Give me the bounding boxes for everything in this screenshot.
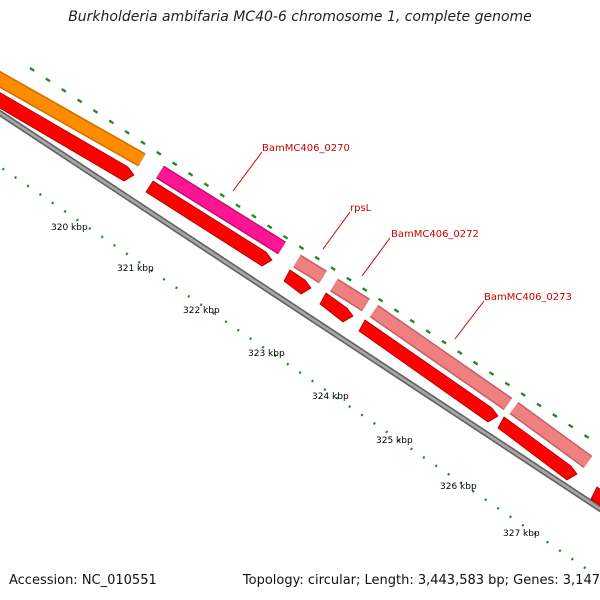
accession-text: Accession: NC_010551 [9, 573, 157, 588]
kbp-scale-track [0, 165, 591, 570]
tick-label-324: 324 kbp [312, 392, 349, 402]
tick-label-323: 323 kbp [248, 349, 285, 359]
tick-label-322: 322 kbp [183, 306, 220, 316]
cds-arrow[interactable] [0, 81, 135, 182]
gene-label-bammc406-0273[interactable]: BamMC406_0273 [484, 292, 572, 303]
cds-arrow[interactable] [283, 269, 312, 295]
tick-label-327: 327 kbp [503, 529, 540, 539]
forward-strand-genes [0, 70, 593, 469]
cds-arrow[interactable] [319, 292, 354, 323]
gene-label-bammc406-0272[interactable]: BamMC406_0272 [391, 229, 479, 240]
cds-arrow[interactable] [590, 486, 600, 512]
gene-label-rpsl[interactable]: rpsL [350, 203, 372, 214]
tick-label-320: 320 kbp [51, 223, 88, 233]
gene-label-connectors [232, 151, 485, 340]
cds-arrow[interactable] [145, 180, 273, 267]
cds-arrow[interactable] [358, 319, 499, 423]
map-title: Burkholderia ambifaria MC40-6 chromosome… [68, 9, 532, 25]
gene-label-bammc406-0270[interactable]: BamMC406_0270 [262, 143, 350, 154]
cds-arrow[interactable] [497, 416, 578, 481]
genome-summary-text: Topology: circular; Length: 3,443,583 bp… [242, 573, 600, 588]
tick-label-321: 321 kbp [117, 264, 154, 274]
tick-label-326: 326 kbp [440, 482, 477, 492]
reverse-strand-cds [0, 81, 600, 512]
upper-tick-track [29, 66, 600, 447]
tick-label-325: 325 kbp [376, 436, 413, 446]
